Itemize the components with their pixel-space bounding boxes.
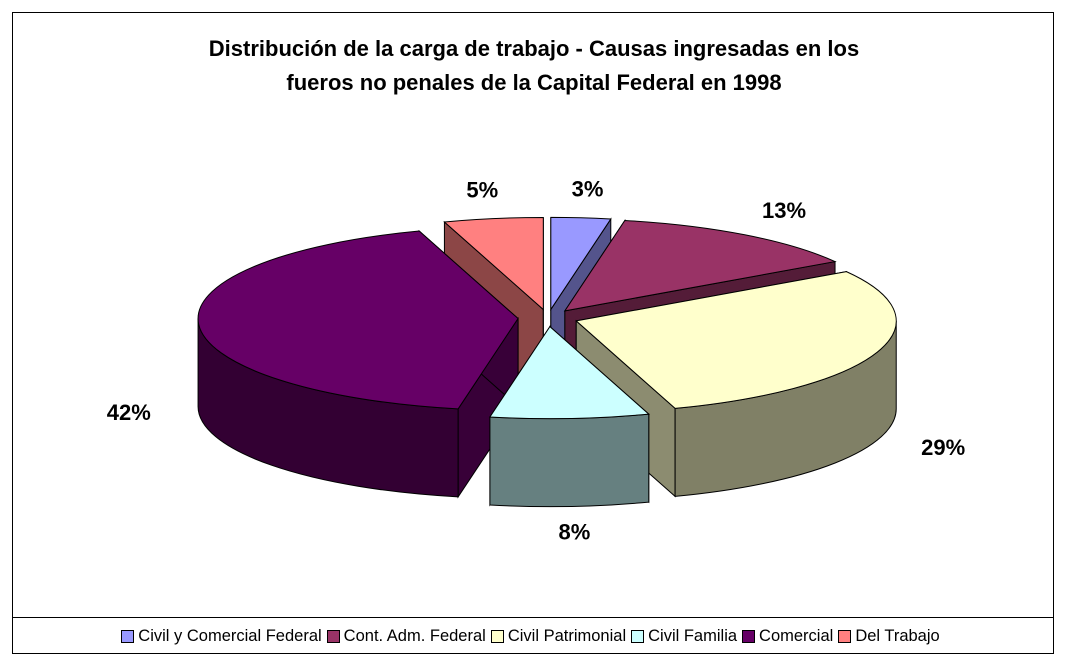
legend-swatch: [326, 629, 340, 643]
slice-top: [443, 216, 544, 311]
legend-swatch: [631, 629, 645, 643]
slice-top: [575, 271, 897, 409]
pie-slice: [575, 271, 897, 498]
legend-item: Civil y Comercial Federal: [121, 626, 322, 646]
legend-label: Comercial: [759, 626, 834, 645]
data-label: 3%: [572, 176, 604, 201]
slice-top: [197, 230, 519, 410]
pie-slice: [489, 324, 650, 508]
data-label: 13%: [762, 198, 806, 223]
slice-top: [563, 219, 837, 312]
legend-label: Del Trabajo: [855, 626, 940, 645]
legend-label: Civil Patrimonial: [507, 626, 627, 645]
slice-edge: [489, 413, 650, 508]
legend-item: Comercial: [742, 627, 833, 646]
slice-top: [489, 325, 650, 420]
legend-item: Cont. Adm. Federal: [326, 626, 486, 646]
legend-item: Civil Familia: [631, 627, 737, 646]
data-label: 5%: [466, 177, 498, 202]
data-label: 42%: [107, 400, 151, 425]
slice-top: [550, 216, 612, 312]
legend-label: Civil Familia: [648, 626, 738, 645]
legend-swatch: [742, 629, 756, 643]
data-label: 8%: [558, 520, 590, 545]
legend-label: Civil y Comercial Federal: [138, 626, 322, 645]
legend-label: Cont. Adm. Federal: [343, 626, 486, 645]
data-label: 29%: [921, 435, 965, 460]
legend-item: Civil Patrimonial: [490, 626, 627, 646]
legend-item: Del Trabajo: [838, 626, 940, 646]
legend-swatch: [121, 629, 135, 643]
chart-title: Distribución de la carga de trabajo - Ca…: [208, 36, 860, 95]
legend: Civil y Comercial Federal Cont. Adm. Fede…: [12, 617, 1054, 654]
pie-slice: [197, 229, 519, 499]
legend-swatch: [838, 629, 852, 643]
legend-swatch: [490, 629, 504, 643]
